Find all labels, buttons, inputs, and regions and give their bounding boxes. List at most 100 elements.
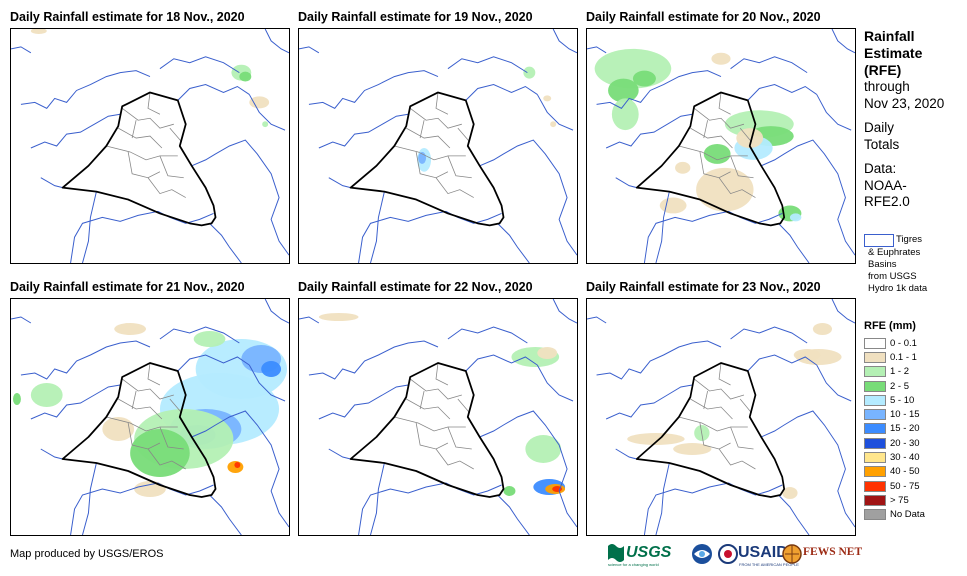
basin-boundary bbox=[318, 113, 409, 149]
rainfall-area bbox=[736, 128, 764, 148]
province-boundary bbox=[394, 145, 466, 161]
side-title-2: Estimate bbox=[864, 45, 923, 61]
legend-row: 40 - 50 bbox=[864, 465, 964, 479]
legend-label: 1 - 2 bbox=[890, 366, 910, 378]
province-boundary bbox=[394, 416, 466, 432]
rainfall-area bbox=[249, 96, 270, 109]
legend-row: 50 - 75 bbox=[864, 479, 964, 493]
panel-title: Daily Rainfall estimate for 21 Nov., 202… bbox=[10, 280, 245, 294]
province-boundary bbox=[169, 398, 183, 414]
rainfall-area bbox=[262, 121, 269, 128]
legend-swatch bbox=[864, 380, 886, 392]
basin-boundary bbox=[308, 70, 439, 109]
basin-boundary bbox=[730, 326, 808, 344]
province-boundary bbox=[415, 422, 449, 450]
basin-boundary bbox=[643, 482, 783, 535]
legend-row: 10 - 15 bbox=[864, 407, 964, 421]
rfe-legend: RFE (mm) 0 - 0.1 0.1 - 1 1 - 2 2 - 5 5 - 10 1… bbox=[864, 320, 964, 522]
basin-boundary bbox=[370, 462, 385, 535]
basin-boundary bbox=[552, 299, 577, 324]
basin-boundary bbox=[299, 316, 320, 324]
side-data-source-1: NOAA- bbox=[864, 177, 907, 193]
rainfall-area bbox=[696, 167, 754, 212]
basin-boundary bbox=[615, 177, 637, 189]
basin-key-line-4: from USGS bbox=[868, 271, 917, 282]
basin-boundary bbox=[248, 364, 286, 402]
basin-boundary bbox=[497, 222, 530, 263]
basin-boundary bbox=[159, 326, 240, 344]
noaa-logo bbox=[690, 540, 714, 570]
basin-boundary bbox=[761, 410, 855, 528]
side-info: Rainfall Estimate (RFE) through Nov 23, … bbox=[864, 28, 964, 211]
legend-label: > 75 bbox=[890, 494, 909, 506]
province-boundary bbox=[147, 448, 186, 470]
province-boundary bbox=[435, 177, 474, 198]
basin-boundary bbox=[778, 222, 810, 263]
rainfall-area bbox=[782, 487, 798, 499]
rainfall-area bbox=[318, 313, 359, 321]
legend-label: 0 - 0.1 bbox=[890, 337, 917, 349]
rainfall-area bbox=[130, 429, 190, 477]
basin-boundary bbox=[159, 56, 240, 74]
usaid-seal-icon bbox=[718, 544, 738, 564]
rainfall-area bbox=[234, 462, 241, 468]
legend-label: No Data bbox=[890, 509, 925, 521]
province-boundary bbox=[147, 92, 161, 115]
basin-boundary bbox=[465, 354, 538, 372]
map-23-nov bbox=[586, 298, 856, 536]
side-daily: Daily bbox=[864, 120, 895, 135]
rainfall-layer bbox=[417, 66, 557, 172]
basin-key-line-5: Hydro 1k data bbox=[868, 283, 928, 294]
basin-boundary bbox=[447, 326, 528, 344]
province-boundary bbox=[690, 127, 733, 149]
rainfall-map-svg bbox=[11, 299, 289, 535]
rainfall-map-svg bbox=[11, 29, 289, 263]
usgs-logo-icon bbox=[608, 544, 624, 562]
province-boundary bbox=[415, 151, 449, 179]
basin-boundary bbox=[587, 46, 607, 54]
basin-outline-swatch bbox=[864, 234, 894, 247]
province-boundary bbox=[435, 92, 449, 115]
side-data-label: Data: bbox=[864, 161, 897, 176]
rainfall-area bbox=[102, 417, 135, 441]
country-border bbox=[349, 91, 505, 227]
rainfall-area bbox=[134, 481, 166, 497]
country-border bbox=[61, 91, 217, 227]
legend-swatch bbox=[864, 423, 886, 435]
panel-title: Daily Rainfall estimate for 19 Nov., 202… bbox=[298, 10, 533, 24]
legend-row: > 75 bbox=[864, 493, 964, 507]
basin-key-line-2: & Euphrates bbox=[868, 247, 921, 258]
legend-row: 20 - 30 bbox=[864, 436, 964, 450]
rainfall-area bbox=[632, 70, 656, 87]
basin-boundary bbox=[40, 177, 63, 189]
basin-boundary bbox=[747, 354, 817, 372]
basin-boundary bbox=[497, 494, 530, 535]
rainfall-area bbox=[608, 78, 639, 103]
agency-logos: USGS science for a changing world USAID … bbox=[606, 540, 862, 570]
basin-key: Tigres & Euphrates Basins from USGS Hydr… bbox=[864, 234, 964, 295]
map-20-nov bbox=[586, 28, 856, 264]
country-border bbox=[635, 362, 786, 498]
legend-label: 50 - 75 bbox=[890, 480, 920, 492]
rainfall-area bbox=[789, 213, 802, 222]
map-18-nov bbox=[10, 28, 290, 264]
rainfall-layer bbox=[594, 48, 802, 222]
basin-boundary bbox=[82, 462, 97, 535]
province-boundary bbox=[457, 398, 471, 414]
rainfall-area bbox=[711, 52, 731, 65]
province-boundary bbox=[718, 362, 731, 386]
province-boundary bbox=[447, 155, 472, 179]
basin-boundary bbox=[552, 29, 577, 54]
basin-boundary bbox=[11, 46, 32, 54]
panel-title: Daily Rainfall estimate for 23 Nov., 202… bbox=[586, 280, 821, 294]
basin-boundary bbox=[358, 210, 502, 263]
province-boundary bbox=[435, 448, 474, 470]
basin-boundary bbox=[655, 462, 670, 535]
basin-boundary bbox=[70, 210, 214, 263]
basin-boundary bbox=[655, 191, 670, 263]
basin-boundary bbox=[318, 384, 409, 420]
legend-label: 2 - 5 bbox=[890, 380, 910, 392]
basin-boundary bbox=[248, 94, 286, 131]
country-border bbox=[61, 362, 217, 498]
basin-boundary bbox=[20, 340, 151, 380]
